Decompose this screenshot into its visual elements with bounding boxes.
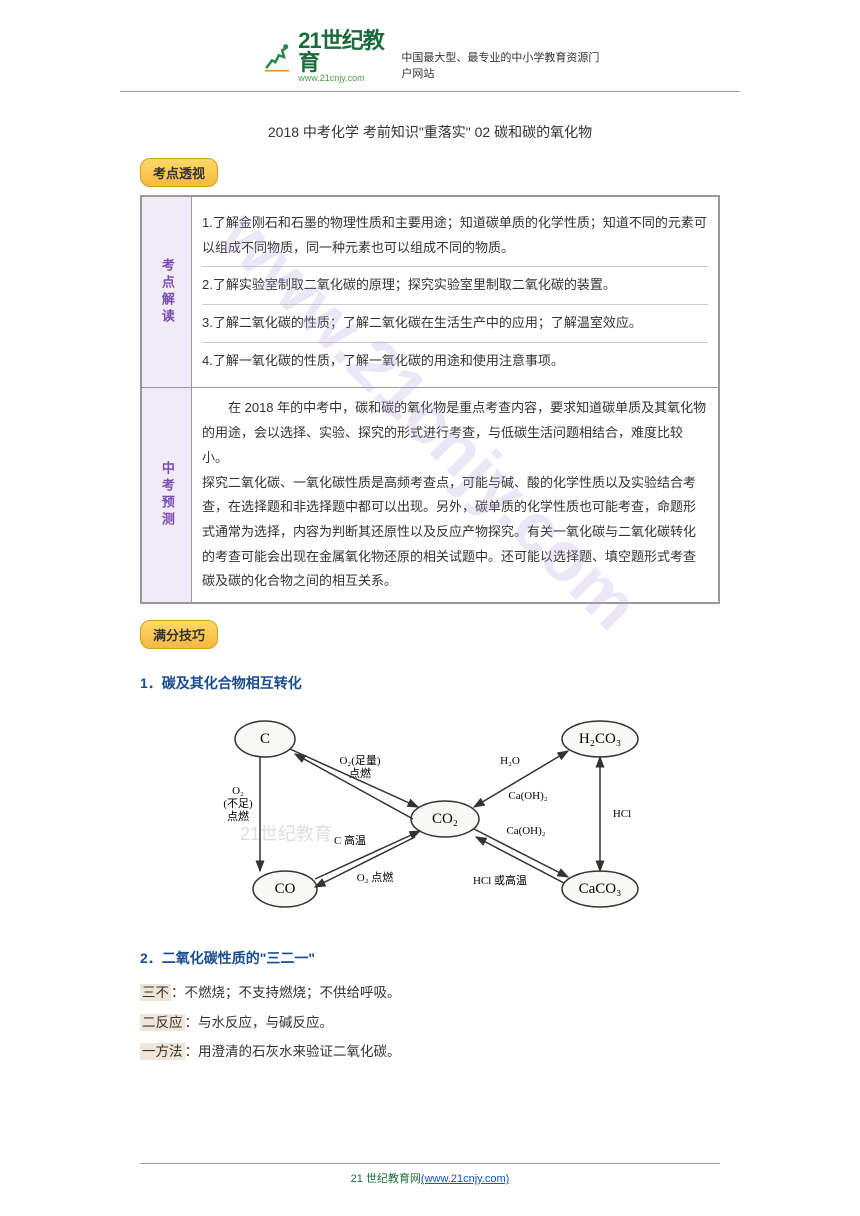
list-item: 1.了解金刚石和石墨的物理性质和主要用途；知道碳单质的化学性质；知道不同的元素可… — [202, 205, 708, 267]
list-item: 3.了解二氧化碳的性质；了解二氧化碳在生活生产中的应用；了解温室效应。 — [202, 305, 708, 343]
property-item: 一方法：用澄清的石灰水来验证二氧化碳。 — [140, 1037, 720, 1067]
property-item: 二反应：与水反应，与碱反应。 — [140, 1008, 720, 1038]
section-heading-1: 1．碳及其化合物相互转化 — [140, 673, 720, 693]
table-row: 中考预测 在 2018 年的中考中，碳和碳的氧化物是重点考查内容，要求知道碳单质… — [142, 388, 719, 603]
svg-text:CO₂: CO₂ — [432, 811, 458, 827]
prop-text: ：用澄清的石灰水来验证二氧化碳。 — [185, 1044, 401, 1059]
list-item: 4.了解一氧化碳的性质，了解一氧化碳的用途和使用注意事项。 — [202, 343, 708, 380]
footer-brand: 21 世纪教育网 — [351, 1173, 421, 1185]
svg-text:O₂: O₂ — [232, 785, 244, 797]
svg-text:HCl 或高温: HCl 或高温 — [473, 873, 527, 887]
logo-sub-text: www.21cnjy.com — [298, 74, 389, 83]
section-heading-2: 2．二氧化碳性质的"三二一" — [140, 948, 720, 968]
svg-text:H₂O: H₂O — [500, 755, 520, 767]
svg-text:O₂(足量): O₂(足量) — [339, 754, 380, 767]
svg-text:Ca(OH)₂: Ca(OH)₂ — [506, 825, 545, 837]
document-title: 2018 中考化学 考前知识"重落实" 02 碳和碳的氧化物 — [140, 122, 720, 142]
svg-text:Ca(OH)₂: Ca(OH)₂ — [508, 790, 547, 802]
runner-icon — [260, 37, 294, 77]
header-tagline: 中国最大型、最专业的中小学教育资源门户网站 — [401, 49, 600, 83]
prop-label: 二反应 — [140, 1014, 185, 1031]
svg-text:(不足): (不足) — [223, 798, 253, 810]
page-footer: 21 世纪教育网(www.21cnjy.com) — [140, 1163, 720, 1186]
row-label-jiedu: 考点解读 — [142, 197, 192, 388]
badge-manfen: 满分技巧 — [140, 620, 218, 649]
footer-link[interactable]: (www.21cnjy.com) — [421, 1173, 509, 1185]
knowledge-table: 考点解读 1.了解金刚石和石墨的物理性质和主要用途；知道碳单质的化学性质；知道不… — [140, 195, 720, 604]
svg-text:HCl: HCl — [613, 808, 631, 820]
logo-main-text: 21世纪教育 — [298, 30, 389, 74]
svg-text:点燃: 点燃 — [227, 809, 249, 823]
prop-text: ：不燃烧；不支持燃烧；不供给呼吸。 — [171, 985, 401, 1000]
svg-text:C 高温: C 高温 — [334, 833, 366, 847]
svg-text:CO: CO — [275, 881, 296, 897]
property-item: 三不：不燃烧；不支持燃烧；不供给呼吸。 — [140, 978, 720, 1008]
table-row: 考点解读 1.了解金刚石和石墨的物理性质和主要用途；知道碳单质的化学性质；知道不… — [142, 197, 719, 388]
row-label-yuce: 中考预测 — [142, 388, 192, 603]
site-logo: 21世纪教育 www.21cnjy.com — [260, 30, 389, 83]
transformation-diagram: 21世纪教育 C CO CO₂ H₂CO₃ CaCO₃ — [140, 709, 720, 924]
flowchart-svg: C CO CO₂ H₂CO₃ CaCO₃ O₂ (不足) 点燃 O₂(足量) 点… — [210, 709, 650, 919]
prop-text: ：与水反应，与碱反应。 — [185, 1015, 334, 1030]
svg-text:O₂ 点燃: O₂ 点燃 — [357, 870, 394, 884]
prop-label: 一方法 — [140, 1043, 185, 1060]
svg-text:C: C — [260, 731, 270, 747]
list-item: 2.了解实验室制取二氧化碳的原理；探究实验室里制取二氧化碳的装置。 — [202, 267, 708, 305]
page-header: 21世纪教育 www.21cnjy.com 中国最大型、最专业的中小学教育资源门… — [120, 0, 740, 92]
svg-text:点燃: 点燃 — [349, 766, 371, 780]
properties-list: 三不：不燃烧；不支持燃烧；不供给呼吸。 二反应：与水反应，与碱反应。 一方法：用… — [140, 978, 720, 1067]
row-content-yuce: 在 2018 年的中考中，碳和碳的氧化物是重点考查内容，要求知道碳单质及其氧化物… — [192, 388, 719, 603]
svg-text:H₂CO₃: H₂CO₃ — [579, 731, 621, 747]
main-content: 2018 中考化学 考前知识"重落实" 02 碳和碳的氧化物 考点透视 考点解读… — [0, 92, 860, 1087]
svg-text:CaCO₃: CaCO₃ — [579, 881, 622, 897]
prop-label: 三不 — [140, 984, 171, 1001]
row-content-jiedu: 1.了解金刚石和石墨的物理性质和主要用途；知道碳单质的化学性质；知道不同的元素可… — [192, 197, 719, 388]
badge-kaodian: 考点透视 — [140, 158, 218, 187]
